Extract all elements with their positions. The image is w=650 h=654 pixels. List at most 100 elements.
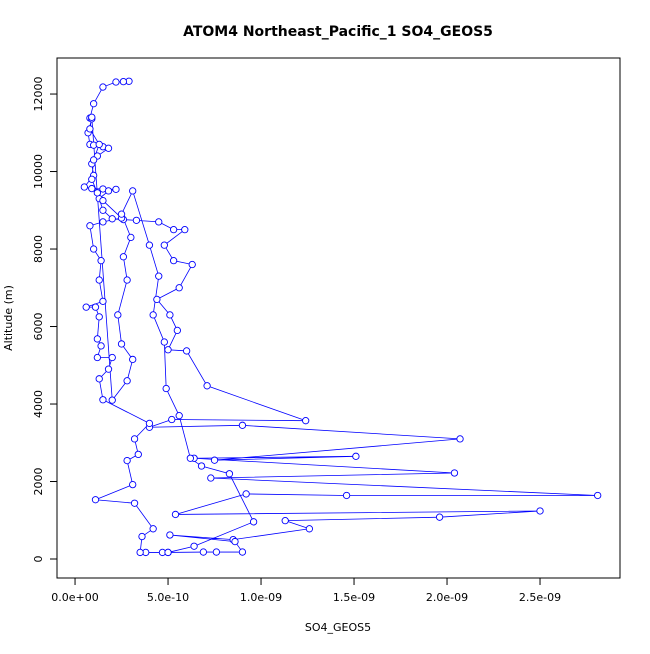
data-point — [199, 548, 208, 556]
data-point — [149, 525, 157, 533]
x-tick-label: 1.5e-09 — [333, 591, 375, 604]
data-point — [169, 257, 178, 265]
y-tick-label: 10000 — [32, 154, 45, 189]
data-point — [86, 125, 94, 133]
data-point — [108, 215, 116, 223]
data-point — [134, 450, 142, 459]
data-point — [302, 417, 310, 425]
data-point — [114, 311, 122, 319]
data-point — [536, 507, 544, 515]
data-point — [95, 313, 103, 321]
data-point — [129, 187, 137, 195]
data-point — [82, 303, 90, 311]
data-point — [238, 421, 247, 429]
data-point — [210, 456, 219, 464]
data-point — [88, 113, 96, 121]
data-point — [123, 276, 131, 284]
data-point — [188, 260, 196, 269]
x-tick-label: 1.0e-09 — [240, 591, 282, 604]
data-point — [162, 384, 170, 393]
data-point — [168, 415, 176, 424]
data-point — [80, 183, 88, 191]
data-point — [138, 532, 146, 541]
data-point — [166, 311, 174, 319]
data-point — [89, 100, 98, 108]
data-point — [99, 396, 107, 404]
data-point — [86, 222, 94, 230]
x-tick-label: 2.0e-09 — [426, 591, 468, 604]
y-tick-label: 12000 — [32, 77, 45, 112]
data-point — [93, 353, 102, 362]
data-point — [153, 295, 161, 304]
data-point — [149, 311, 157, 319]
data-point — [129, 355, 137, 364]
y-tick-label: 2000 — [32, 468, 45, 496]
data-point — [91, 496, 100, 504]
data-point — [132, 216, 141, 225]
data-point — [117, 340, 126, 348]
data-point — [169, 226, 178, 234]
data-point — [231, 537, 239, 546]
data-point — [97, 257, 105, 265]
data-point — [160, 338, 168, 346]
data-point — [99, 83, 107, 91]
data-point — [95, 140, 103, 149]
data-point — [450, 469, 459, 477]
data-point — [182, 347, 191, 355]
x-tick-label: 5.0e-10 — [147, 591, 189, 604]
data-point — [164, 346, 172, 354]
data-point — [594, 491, 602, 500]
data-point — [145, 241, 154, 249]
data-point — [123, 377, 131, 385]
data-point — [166, 531, 174, 539]
data-point — [127, 233, 135, 242]
data-point — [456, 435, 464, 443]
data-point — [119, 253, 128, 261]
data-point — [129, 480, 137, 489]
data-point — [130, 499, 139, 507]
data-point — [175, 411, 183, 420]
data-point — [130, 435, 139, 443]
data-point — [117, 210, 126, 218]
data-point — [281, 517, 289, 525]
data-point — [99, 206, 107, 214]
data-point — [97, 342, 105, 350]
data-point — [342, 491, 351, 500]
data-point — [95, 276, 103, 284]
data-point — [242, 490, 250, 498]
x-tick-label: 2.5e-09 — [519, 591, 561, 604]
data-point — [104, 365, 113, 373]
x-tick-label: 0.0e+00 — [51, 591, 98, 604]
data-point — [160, 241, 168, 249]
data-point — [95, 375, 103, 383]
data-point — [155, 272, 163, 280]
data-point — [104, 187, 113, 195]
data-point — [93, 335, 102, 343]
data-point — [186, 454, 195, 462]
data-point — [123, 456, 131, 465]
data-point — [207, 474, 215, 482]
data-point — [171, 510, 180, 519]
data-point — [203, 382, 211, 390]
data-point — [249, 518, 258, 526]
data-point — [99, 297, 107, 305]
data-point — [112, 185, 120, 194]
data-point — [99, 218, 107, 226]
data-point — [91, 303, 100, 311]
data-point — [352, 452, 360, 460]
data-point — [88, 175, 96, 183]
y-tick-label: 8000 — [32, 235, 45, 263]
data-point — [108, 353, 116, 362]
data-point — [104, 144, 113, 152]
data-point — [164, 548, 172, 557]
data-point — [89, 156, 98, 164]
y-tick-label: 4000 — [32, 390, 45, 418]
data-point — [238, 548, 247, 556]
data-point — [212, 548, 221, 556]
data-point — [181, 226, 189, 234]
data-point — [305, 525, 314, 533]
y-axis-label: Altitude (m) — [2, 285, 15, 351]
data-point — [225, 470, 234, 478]
